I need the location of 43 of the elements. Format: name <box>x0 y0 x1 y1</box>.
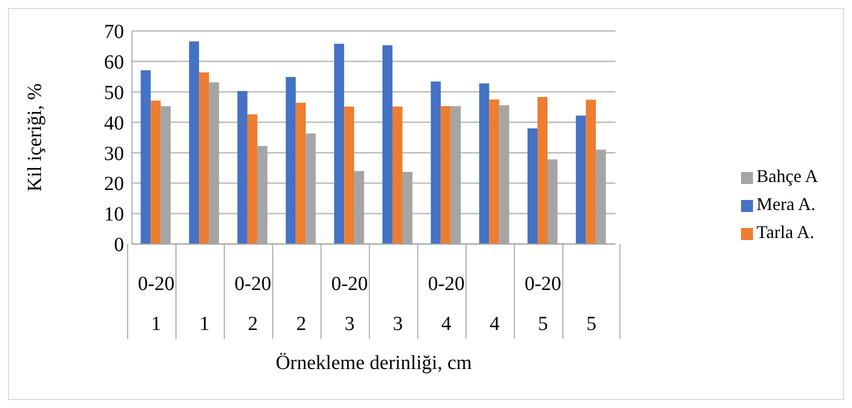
legend-label: Mera A. <box>756 194 816 214</box>
x-tick-label: 4 <box>490 313 500 335</box>
x-tick-label: 0-20 3 <box>331 273 368 335</box>
bar <box>430 82 441 244</box>
y-axis-title: Kil içeriği, % <box>24 83 46 192</box>
bar <box>586 100 596 244</box>
legend-label: Tarla A. <box>756 222 814 242</box>
x-tick-label: 0-20 5 <box>524 273 562 335</box>
x-tick-label: 5 <box>586 313 596 335</box>
y-tick-label: 10 <box>104 204 124 226</box>
bar <box>237 90 248 244</box>
bar <box>150 100 161 244</box>
x-tick-label: 0-20 4 <box>428 273 465 335</box>
x-axis-title: Örnekleme derinliği, cm <box>276 352 472 374</box>
bar <box>528 128 538 244</box>
y-tick-label: 30 <box>104 142 124 165</box>
bar <box>576 116 586 244</box>
legend-label: Bahçe A <box>756 166 818 186</box>
x-tick-label: 3 <box>392 313 403 335</box>
y-tick-label: 40 <box>104 112 124 134</box>
x-tick-label: 0-20 1 <box>138 273 175 335</box>
bar <box>344 106 354 244</box>
x-tick-label: 1 <box>200 313 210 335</box>
bar <box>189 41 200 244</box>
bar <box>334 44 344 244</box>
y-tick-label: 0 <box>114 234 124 256</box>
bar <box>489 99 500 244</box>
y-tick-label: 70 <box>104 21 124 44</box>
bar <box>140 70 151 244</box>
bar <box>286 76 296 244</box>
bar <box>440 106 451 244</box>
bar <box>199 72 210 244</box>
y-tick-label: 50 <box>104 82 124 104</box>
y-tick-label: 60 <box>104 52 124 74</box>
bar <box>479 83 490 244</box>
bar <box>247 114 258 244</box>
bar <box>392 106 402 244</box>
bar <box>382 45 392 244</box>
bar <box>538 97 548 244</box>
y-tick-label: 20 <box>104 173 124 196</box>
x-tick-label: 2 <box>296 313 306 335</box>
x-tick-label: 0-20 2 <box>234 273 272 335</box>
bar <box>296 102 306 244</box>
